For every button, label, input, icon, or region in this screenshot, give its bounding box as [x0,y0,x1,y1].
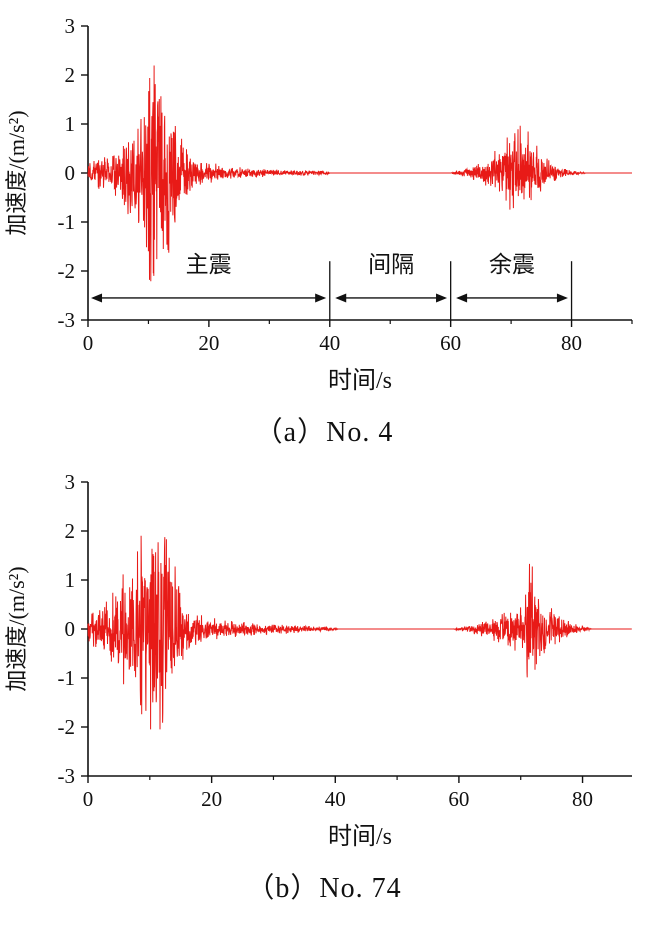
svg-text:2: 2 [65,519,76,543]
svg-text:80: 80 [572,787,593,811]
chart-a-canvas: 0 20 40 60 80 -3 -2 -1 0 1 2 3 时间/s 加速度/(m/s²) 主震 间隔 余震 [4,14,633,394]
svg-text:20: 20 [198,331,219,355]
svg-text:0: 0 [83,787,94,811]
svg-text:1: 1 [65,112,76,136]
svg-text:-1: -1 [58,666,76,690]
svg-text:-1: -1 [58,210,76,234]
chart-b-figure: 0 20 40 60 80 -3 -2 -1 0 1 2 3 时间/s 加速度/(m/s²) （b）No.… [0,464,648,906]
svg-text:加速度/(m/s²): 加速度/(m/s²) [4,566,29,691]
svg-text:时间/s: 时间/s [328,367,392,394]
svg-text:0: 0 [83,331,94,355]
svg-text:1: 1 [65,568,76,592]
svg-text:80: 80 [561,331,582,355]
svg-text:余震: 余震 [489,252,535,277]
svg-text:-2: -2 [58,259,76,283]
chart-b-caption: （b）No. 74 [246,873,402,904]
svg-text:3: 3 [65,14,76,38]
chart-a-caption: （a）No. 4 [254,417,394,448]
svg-text:3: 3 [65,470,76,494]
svg-text:40: 40 [319,331,340,355]
svg-text:0: 0 [65,617,76,641]
svg-text:-2: -2 [58,715,76,739]
svg-text:时间/s: 时间/s [328,823,392,850]
svg-text:-3: -3 [58,308,76,332]
chart-a-figure: 0 20 40 60 80 -3 -2 -1 0 1 2 3 时间/s 加速度/(m/s²) 主震 间隔 余震 … [0,8,648,450]
svg-text:加速度/(m/s²): 加速度/(m/s²) [4,110,29,235]
svg-text:60: 60 [440,331,461,355]
svg-text:60: 60 [448,787,469,811]
svg-text:20: 20 [201,787,222,811]
chart-b-canvas: 0 20 40 60 80 -3 -2 -1 0 1 2 3 时间/s 加速度/(m/s²) [4,470,632,850]
svg-text:40: 40 [325,787,346,811]
svg-text:间隔: 间隔 [368,252,414,277]
svg-text:-3: -3 [58,764,76,788]
svg-text:0: 0 [65,161,76,185]
svg-text:主震: 主震 [186,252,232,277]
svg-text:2: 2 [65,63,76,87]
